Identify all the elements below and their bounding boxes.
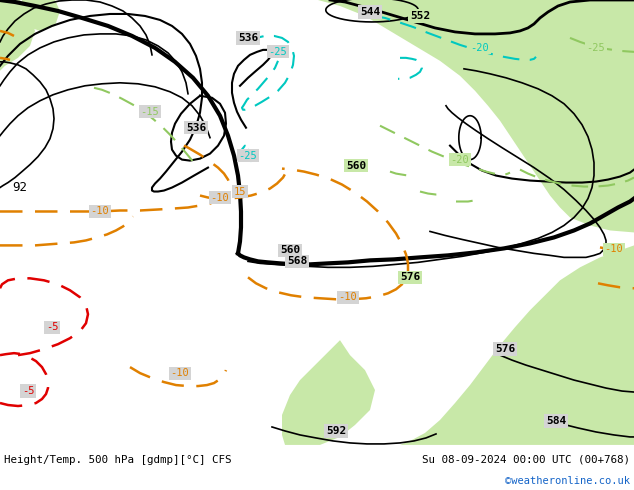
Text: 544: 544	[360, 7, 380, 17]
Text: 92: 92	[12, 181, 27, 194]
Text: 584: 584	[546, 416, 566, 426]
Text: -10: -10	[91, 206, 110, 217]
Text: -10: -10	[339, 292, 358, 302]
Text: -25: -25	[269, 47, 287, 57]
Text: -10: -10	[171, 368, 190, 378]
Text: 576: 576	[495, 344, 515, 354]
Text: 15: 15	[234, 187, 246, 196]
Text: -20: -20	[451, 155, 469, 165]
Text: -25: -25	[238, 150, 257, 161]
Text: -15: -15	[141, 107, 159, 117]
Text: -5: -5	[46, 322, 58, 332]
Text: 560: 560	[346, 161, 366, 171]
Text: 592: 592	[326, 426, 346, 436]
Text: -10: -10	[605, 245, 623, 254]
Text: 536: 536	[186, 122, 206, 133]
Text: 536: 536	[238, 33, 258, 43]
Polygon shape	[0, 0, 35, 71]
Text: 568: 568	[287, 256, 307, 267]
Text: 560: 560	[280, 245, 300, 255]
Polygon shape	[390, 245, 634, 445]
Text: 552: 552	[410, 11, 430, 21]
Polygon shape	[18, 0, 60, 31]
Polygon shape	[318, 0, 634, 232]
Polygon shape	[282, 340, 375, 445]
Text: -5: -5	[22, 386, 34, 396]
Text: -25: -25	[586, 43, 605, 53]
Text: -20: -20	[470, 43, 489, 53]
Text: -10: -10	[210, 193, 230, 202]
Text: Su 08-09-2024 00:00 UTC (00+768): Su 08-09-2024 00:00 UTC (00+768)	[422, 455, 630, 465]
Text: ©weatheronline.co.uk: ©weatheronline.co.uk	[505, 476, 630, 486]
Text: 576: 576	[400, 272, 420, 282]
Text: Height/Temp. 500 hPa [gdmp][°C] CFS: Height/Temp. 500 hPa [gdmp][°C] CFS	[4, 455, 231, 465]
